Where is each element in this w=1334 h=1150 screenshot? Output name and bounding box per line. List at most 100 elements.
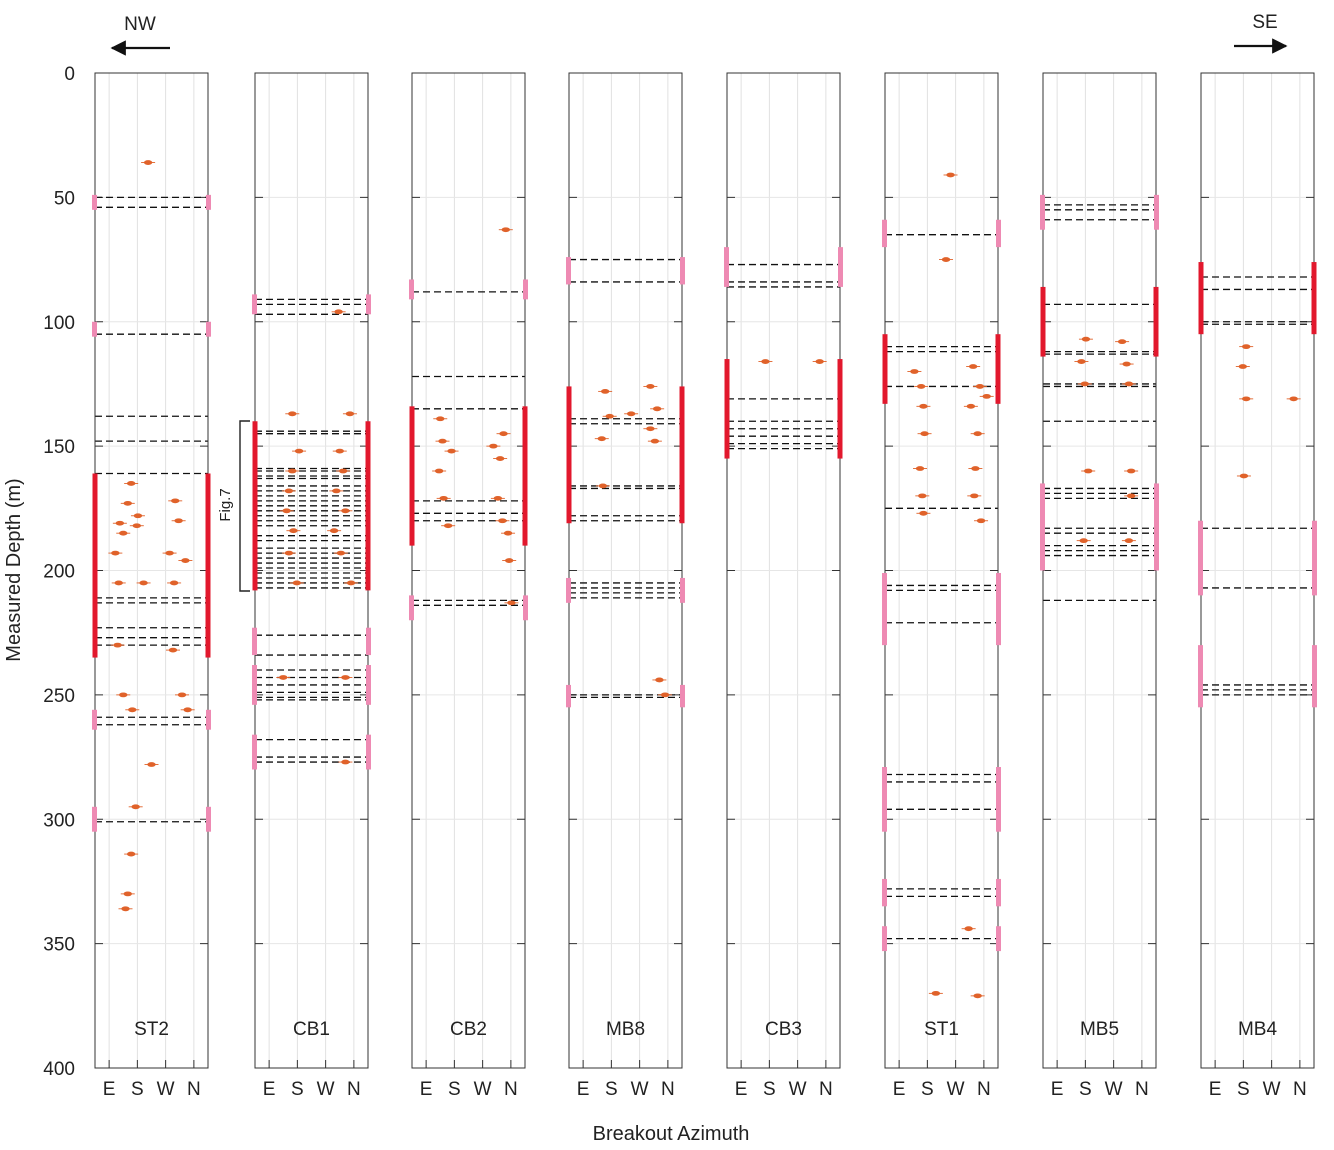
direction-right: SE: [1234, 12, 1288, 54]
x-tick-label: N: [347, 1079, 361, 1100]
x-tick-label: N: [1135, 1079, 1149, 1100]
x-tick-label: S: [131, 1079, 144, 1100]
x-tick-label: W: [1105, 1079, 1123, 1100]
minor-zone-bar: [1154, 483, 1159, 571]
well-name-label: MB4: [1238, 1019, 1278, 1040]
minor-zone-bar: [366, 665, 371, 705]
major-zone-bar: [1311, 262, 1317, 335]
y-tick-label: 150: [43, 437, 75, 458]
minor-zone-bar: [882, 926, 887, 952]
well-panel-mb8: MB8 E S W N: [566, 72, 685, 1100]
minor-zone-bar: [882, 767, 887, 832]
minor-zone-bar: [996, 572, 1001, 646]
x-tick-label: S: [291, 1079, 304, 1100]
x-tick-label: N: [187, 1079, 201, 1100]
x-tick-label: E: [577, 1079, 590, 1100]
minor-zone-bar: [366, 627, 371, 656]
minor-zone-bar: [1312, 520, 1317, 596]
minor-zone-bar: [882, 219, 887, 248]
minor-zone-bar: [882, 878, 887, 907]
panel-frame: [884, 72, 999, 1069]
minor-zone-bar: [206, 321, 211, 337]
y-tick-label: 400: [43, 1059, 75, 1080]
minor-zone-bar: [206, 806, 211, 832]
minor-zone-bar: [680, 257, 685, 285]
major-zone-bar: [1198, 262, 1204, 335]
x-tick-label: N: [1293, 1079, 1307, 1100]
x-tick-label: E: [1209, 1079, 1222, 1100]
well-name-label: ST1: [924, 1019, 959, 1040]
minor-zone-bar: [206, 194, 211, 210]
fig7-bracket-label: Fig.7: [217, 488, 234, 521]
well-panel-st1: ST1 E S W N: [882, 72, 1001, 1100]
fig7-bracket-line: [239, 420, 250, 592]
major-zone-bar: [995, 334, 1001, 404]
minor-zone-bar: [680, 577, 685, 603]
major-zone-bar: [837, 359, 843, 459]
well-panel-cb2: CB2 E S W N: [409, 72, 528, 1100]
minor-zone-bar: [996, 767, 1001, 832]
major-zone-bar: [522, 406, 528, 546]
minor-zone-bar: [680, 684, 685, 708]
y-axis-label: Measured Depth (m): [3, 478, 25, 661]
x-tick-label: W: [474, 1079, 492, 1100]
x-tick-label: E: [893, 1079, 906, 1100]
major-zone-bar: [566, 386, 572, 524]
well-name-label: CB1: [293, 1019, 330, 1040]
y-tick-label: 0: [64, 64, 75, 85]
x-tick-label: W: [1263, 1079, 1281, 1100]
y-tick-label: 250: [43, 686, 75, 707]
well-name-label: MB8: [606, 1019, 645, 1040]
minor-zone-bar: [838, 247, 843, 287]
minor-zone-bar: [409, 279, 414, 300]
x-tick-label: S: [605, 1079, 618, 1100]
minor-zone-bar: [1312, 645, 1317, 708]
x-tick-label: E: [420, 1079, 433, 1100]
x-tick-label: S: [763, 1079, 776, 1100]
major-zone-bar: [724, 359, 730, 459]
minor-zone-bar: [252, 665, 257, 705]
minor-zone-bar: [566, 577, 571, 603]
x-tick-label: S: [448, 1079, 461, 1100]
minor-zone-bar: [1040, 483, 1045, 571]
minor-zone-bar: [92, 194, 97, 210]
x-tick-label: W: [317, 1079, 335, 1100]
well-panel-cb1: CB1 E S W N: [252, 72, 371, 1100]
minor-zone-bar: [92, 709, 97, 730]
x-tick-label: N: [977, 1079, 991, 1100]
well-name-label: CB3: [765, 1019, 802, 1040]
minor-zone-bar: [92, 321, 97, 337]
well-panel-cb3: CB3 E S W N: [724, 72, 843, 1100]
major-zone-bar: [409, 406, 415, 546]
x-tick-label: E: [1051, 1079, 1064, 1100]
x-tick-label: S: [1237, 1079, 1250, 1100]
minor-zone-bar: [566, 257, 571, 285]
direction-left-label: NW: [124, 14, 156, 35]
y-axis: 0 50 100 150 200 250 300 350 400: [43, 64, 75, 1080]
x-tick-label: N: [819, 1079, 833, 1100]
well-name-label: ST2: [134, 1019, 169, 1040]
minor-zone-bar: [523, 595, 528, 621]
minor-zone-bar: [206, 709, 211, 730]
y-tick-label: 50: [54, 188, 75, 209]
x-tick-label: W: [157, 1079, 175, 1100]
minor-zone-bar: [252, 627, 257, 656]
x-tick-label: W: [631, 1079, 649, 1100]
fig7-bracket: Fig.7: [217, 420, 250, 592]
minor-zone-bar: [1154, 194, 1159, 230]
minor-zone-bar: [724, 247, 729, 287]
minor-zone-bar: [366, 294, 371, 315]
well-name-label: MB5: [1080, 1019, 1119, 1040]
well-panel-mb4: MB4 E S W N: [1198, 72, 1317, 1100]
y-tick-label: 100: [43, 313, 75, 334]
major-zone-bar: [1153, 286, 1159, 357]
x-tick-label: E: [103, 1079, 116, 1100]
x-axis-label: Breakout Azimuth: [593, 1123, 750, 1145]
minor-zone-bar: [996, 219, 1001, 248]
minor-zone-bar: [566, 684, 571, 708]
major-zone-bar: [1040, 286, 1046, 357]
y-tick-label: 350: [43, 935, 75, 956]
well-panel-st2: ST2 E S W N: [92, 72, 211, 1100]
minor-zone-bar: [996, 926, 1001, 952]
